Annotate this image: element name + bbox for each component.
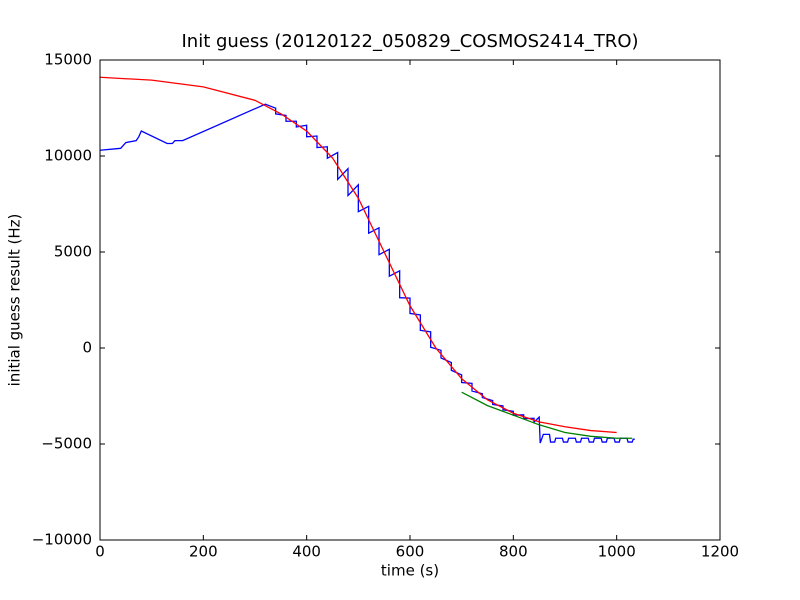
x-tick-label: 200 — [189, 543, 218, 561]
x-tick-label: 800 — [499, 543, 528, 561]
x-tick-label: 400 — [292, 543, 321, 561]
y-tick-label: 0 — [82, 339, 92, 357]
y-tick-label: 5000 — [54, 243, 92, 261]
plot-frame — [99, 59, 721, 541]
data-line — [99, 103, 635, 444]
y-tick-label: −10000 — [32, 531, 92, 549]
x-axis-label: time (s) — [381, 562, 439, 580]
y-axis-label: initial guess result (Hz) — [6, 214, 24, 387]
y-tick-label: 10000 — [44, 147, 92, 165]
data-line — [461, 391, 633, 439]
x-tick-label: 1000 — [598, 543, 636, 561]
data-line — [99, 76, 617, 434]
x-tick-label: 0 — [95, 543, 105, 561]
x-tick-label: 600 — [396, 543, 425, 561]
chart-title: Init guess (20120122_050829_COSMOS2414_T… — [181, 31, 638, 52]
y-tick-label: 15000 — [44, 51, 92, 69]
x-tick-label: 1200 — [701, 543, 739, 561]
y-tick-label: −5000 — [41, 435, 92, 453]
